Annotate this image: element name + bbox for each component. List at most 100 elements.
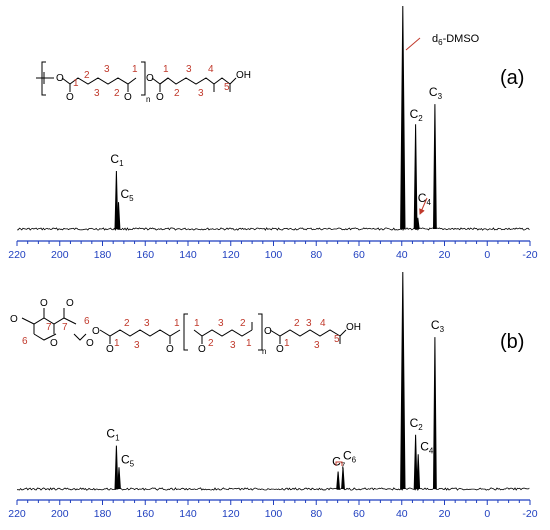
peak-label-c3: C3 — [429, 85, 443, 101]
carbon-number: 3 — [94, 88, 100, 99]
carbon-number: 3 — [314, 340, 320, 351]
atom-o: O — [56, 73, 64, 84]
peak-label-c1: C1 — [106, 427, 120, 443]
peak-c1 — [114, 445, 119, 490]
atom-o: O — [10, 314, 18, 325]
svg-text:d6-DMSO: d6-DMSO — [432, 33, 480, 47]
carbon-number: 7 — [46, 322, 52, 333]
x-tick-label: 80 — [310, 249, 322, 261]
carbon-number: 3 — [144, 318, 150, 329]
axis-b: 220 200 180 160 140 120 100 80 60 40 20 0 -20 — [8, 499, 538, 520]
x-tick-label: 120 — [222, 249, 240, 261]
peak-c1 — [114, 170, 119, 230]
x-tick-label: 100 — [265, 508, 283, 520]
carbon-number: 2 — [114, 88, 120, 99]
spectrum-b — [16, 271, 530, 491]
peak-c2 — [413, 434, 418, 490]
carbon-number: 7 — [62, 322, 68, 333]
structure-b — [21, 308, 347, 351]
carbon-number: 4 — [208, 64, 214, 75]
atom-o: O — [92, 326, 100, 337]
x-tick-label: 220 — [8, 508, 26, 520]
peak-label-c3: C3 — [431, 318, 445, 334]
carbon-number: 3 — [134, 340, 140, 351]
x-tick-label: 120 — [222, 508, 240, 520]
carbon-number: 1 — [246, 338, 252, 349]
carbon-number: 5 — [224, 82, 230, 93]
solvent-sub: 6 — [438, 38, 443, 47]
carbon-number: 1 — [284, 338, 290, 349]
x-tick-label: 220 — [8, 249, 26, 261]
x-tick-label: 0 — [484, 249, 490, 261]
atom-o: O — [146, 73, 154, 84]
x-tick-label: 140 — [179, 508, 197, 520]
carbon-number: 3 — [230, 340, 236, 351]
carbon-number: 1 — [194, 318, 200, 329]
peak-c3 — [433, 337, 437, 490]
axis-a: 220 200 180 160 140 120 100 80 60 40 20 0 -20 — [8, 240, 538, 261]
atom-o: O — [86, 338, 94, 349]
carbon-number: 2 — [124, 318, 130, 329]
peak-c7 — [336, 471, 340, 490]
carbon-number: 3 — [306, 318, 312, 329]
carbon-number: 3 — [104, 64, 110, 75]
atom-o: O — [198, 344, 206, 355]
peak-label-c1: C1 — [110, 152, 124, 168]
structure-b-text: O O O O O O O O O O O n OH 6 7 7 6 1 2 3… — [10, 298, 361, 356]
x-tick-label: 180 — [94, 249, 112, 261]
spectrum-baseline — [17, 227, 530, 231]
carbon-number: 2 — [208, 338, 214, 349]
carbon-number: 3 — [186, 64, 192, 75]
peak-solvent — [400, 271, 406, 490]
x-tick-label: 140 — [179, 249, 197, 261]
repeat-n: n — [262, 347, 266, 356]
panel-a: 220 200 180 160 140 120 100 80 60 40 20 0 -20 C1C5C2… — [8, 5, 538, 261]
carbon-number: 1 — [114, 338, 120, 349]
peak-c2 — [413, 124, 418, 230]
carbon-number: 2 — [174, 88, 180, 99]
carbon-number: 1 — [132, 64, 138, 75]
atom-o: O — [166, 344, 174, 355]
c7-bracket — [335, 461, 343, 466]
spectrum-baseline — [16, 487, 530, 491]
x-tick-label: 20 — [439, 249, 451, 261]
atom-o: O — [156, 92, 164, 103]
peak-c3 — [433, 104, 437, 230]
carbon-number: 5 — [334, 334, 340, 345]
atom-o: O — [124, 92, 132, 103]
c4-arrow — [419, 197, 428, 215]
peak-label-c4: C4 — [420, 439, 434, 455]
x-tick-label: 80 — [310, 508, 322, 520]
carbon-number: 1 — [73, 78, 79, 89]
x-tick-label: 200 — [51, 508, 69, 520]
peak-c5 — [116, 202, 121, 230]
peak-c4 — [416, 454, 421, 490]
x-tick-label: 40 — [396, 249, 408, 261]
atom-o: O — [264, 326, 272, 337]
atom-o: O — [40, 298, 48, 309]
x-tick-label: 200 — [51, 249, 69, 261]
carbon-number: 1 — [163, 64, 169, 75]
x-tick-label: 180 — [94, 508, 112, 520]
peak-solvent — [400, 5, 406, 230]
atom-o: O — [66, 298, 74, 309]
spectrum-a — [17, 5, 530, 231]
atom-o: O — [66, 92, 74, 103]
structure-a — [36, 61, 237, 96]
solvent-suffix: -DMSO — [443, 33, 480, 45]
peak-c4 — [415, 217, 420, 230]
peak-labels-a: C1 C5 C2 C4 C3 — [110, 85, 442, 207]
peak-label-c2: C2 — [410, 416, 424, 432]
x-tick-label: 160 — [137, 249, 155, 261]
peak-label-c2: C2 — [410, 107, 424, 123]
structure-a-text: O O O O O n OH 1 2 3 3 2 1 1 2 3 3 4 5 — [56, 64, 251, 104]
x-tick-label: 160 — [137, 508, 155, 520]
carbon-number: 1 — [174, 318, 180, 329]
peak-c5 — [117, 467, 121, 490]
peak-c6 — [341, 467, 345, 490]
panel-label-b: (b) — [500, 331, 524, 353]
atom-o: O — [276, 344, 284, 355]
